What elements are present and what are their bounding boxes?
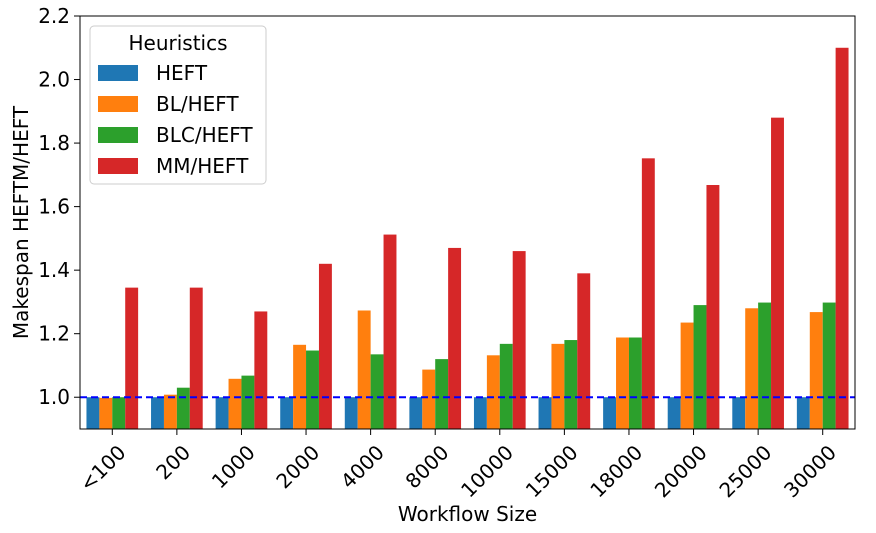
bar-blc-heft-3	[306, 350, 319, 429]
bar-bl-heft-7	[551, 343, 565, 429]
y-tick-label: 1.0	[38, 385, 70, 409]
bar-bl-heft-0	[99, 397, 113, 429]
x-tick-label: 1000	[207, 440, 260, 493]
y-tick-label: 1.6	[38, 195, 70, 219]
bar-mm-heft-6	[512, 251, 526, 429]
bar-mm-heft-8	[641, 158, 655, 429]
bar-blc-heft-7	[564, 340, 578, 429]
bar-bl-heft-6	[486, 355, 500, 429]
bar-blc-heft-11	[822, 302, 836, 429]
bar-heft-5	[409, 397, 423, 429]
bar-heft-0	[86, 397, 100, 429]
bar-bl-heft-1	[163, 394, 177, 429]
plot-frame	[79, 15, 856, 430]
y-tick-label: 1.2	[38, 322, 70, 346]
bars-layer	[86, 47, 849, 430]
legend-swatch	[98, 127, 138, 143]
bar-heft-6	[473, 397, 487, 429]
bar-blc-heft-0	[112, 397, 126, 429]
x-tick-label: 2000	[271, 440, 324, 493]
x-tick-label: 8000	[401, 440, 454, 493]
bar-blc-heft-5	[435, 359, 449, 429]
bar-heft-7	[538, 397, 552, 429]
bar-heft-9	[667, 397, 681, 429]
bar-mm-heft-4	[383, 234, 397, 429]
legend-label: BLC/HEFT	[156, 123, 253, 147]
bar-mm-heft-11	[835, 47, 849, 430]
bar-mm-heft-5	[448, 247, 462, 429]
bar-bl-heft-2	[228, 378, 242, 429]
bar-mm-heft-9	[706, 185, 720, 429]
x-tick-label: 10000	[456, 440, 518, 502]
bar-heft-8	[603, 397, 617, 429]
legend-title: Heuristics	[128, 31, 227, 55]
bar-mm-heft-0	[125, 287, 139, 429]
y-axis-label: Makespan HEFTM/HEFT	[9, 105, 33, 339]
bar-heft-2	[215, 397, 229, 429]
legend-label: MM/HEFT	[156, 154, 249, 178]
x-tick-label: 15000	[521, 440, 583, 502]
bar-mm-heft-2	[254, 311, 268, 429]
bar-heft-11	[796, 397, 810, 429]
x-tick-label: 30000	[779, 440, 841, 502]
legend-label: BL/HEFT	[156, 92, 239, 116]
bar-heft-10	[732, 397, 746, 429]
legend-swatch	[98, 65, 138, 81]
bar-blc-heft-4	[370, 354, 384, 429]
legend-swatch	[98, 96, 138, 112]
bar-bl-heft-10	[745, 308, 759, 429]
bar-blc-heft-6	[499, 343, 513, 429]
bar-blc-heft-9	[693, 305, 707, 429]
x-tick-label: 200	[151, 440, 195, 484]
bar-blc-heft-2	[241, 375, 255, 429]
bar-bl-heft-11	[809, 312, 823, 429]
bar-mm-heft-3	[318, 263, 332, 429]
bar-bl-heft-3	[293, 344, 307, 429]
bar-mm-heft-7	[577, 273, 591, 429]
y-axis: 1.0 1.2 1.4 1.6 1.8 2.0 2.2	[38, 4, 80, 409]
bar-blc-heft-1	[176, 387, 190, 429]
bar-bl-heft-8	[616, 337, 629, 429]
bar-blc-heft-8	[628, 337, 642, 429]
y-tick-label: 1.4	[38, 258, 70, 282]
legend: Heuristics HEFT BL/HEFT BLC/HEFT MM/HEFT	[89, 25, 267, 185]
x-tick-label: 25000	[714, 440, 776, 502]
bar-mm-heft-10	[771, 117, 784, 429]
bar-blc-heft-10	[758, 302, 772, 429]
x-tick-label: <100	[75, 440, 131, 496]
legend-swatch	[98, 158, 138, 174]
x-axis: <100 200 1000 2000 4000 8000 10000 15000 18000 20…	[75, 429, 841, 502]
y-tick-label: 1.8	[38, 131, 70, 155]
y-tick-label: 2.2	[38, 4, 70, 28]
y-tick-label: 2.0	[38, 68, 70, 92]
legend-label: HEFT	[156, 61, 208, 85]
bar-mm-heft-1	[189, 287, 203, 429]
bar-heft-1	[151, 397, 164, 429]
bar-bl-heft-5	[422, 369, 436, 429]
bar-heft-3	[280, 397, 294, 429]
bar-bl-heft-9	[680, 322, 694, 429]
x-axis-label: Workflow Size	[398, 502, 537, 526]
bar-heft-4	[344, 397, 358, 429]
x-tick-label: 4000	[336, 440, 389, 493]
x-tick-label: 18000	[585, 440, 647, 502]
bar-bl-heft-4	[357, 310, 371, 429]
x-tick-label: 20000	[650, 440, 712, 502]
